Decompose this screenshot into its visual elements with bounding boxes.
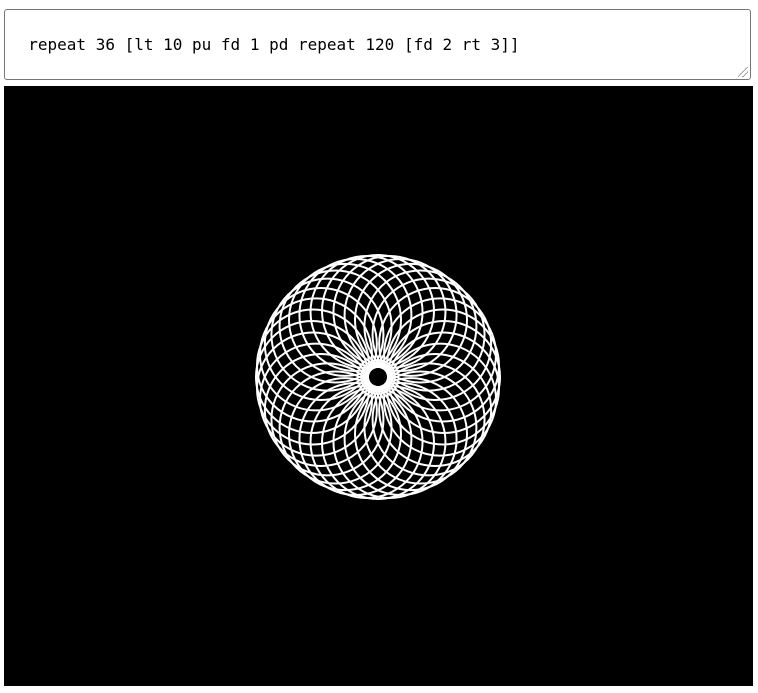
spirograph-circle (354, 262, 468, 377)
spirograph-circle (378, 287, 493, 401)
code-editor[interactable]: repeat 36 [lt 10 pu fd 1 pd repeat 120 [… (4, 9, 751, 80)
spirograph-circle (354, 377, 468, 492)
code-text: repeat 36 [lt 10 pu fd 1 pd repeat 120 [… (28, 35, 520, 54)
turtle-canvas (4, 86, 753, 686)
spirograph-circle (288, 262, 402, 377)
spirograph-circle (263, 353, 378, 467)
spirograph-circle (385, 308, 500, 423)
spirograph-circle (288, 377, 402, 492)
spirograph-circle (383, 297, 498, 412)
turtle-drawing (255, 254, 501, 500)
spirograph-circle (378, 353, 493, 467)
spirograph-circle (270, 277, 385, 392)
spirograph-circle (371, 277, 486, 392)
spirograph-circle (263, 287, 378, 401)
spirograph-circle (278, 370, 393, 485)
spirograph-circle (343, 257, 458, 372)
spirograph-circle (363, 269, 478, 384)
spirograph-circle (332, 255, 447, 370)
resize-handle-icon[interactable] (738, 67, 748, 77)
